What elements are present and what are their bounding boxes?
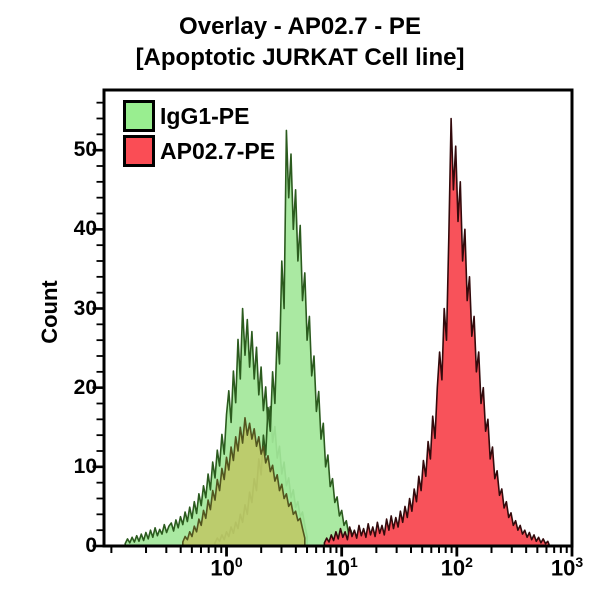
legend-item: IgG1-PE bbox=[123, 100, 275, 132]
x-tick-label: 100 bbox=[210, 554, 243, 581]
y-tick-label: 50 bbox=[73, 138, 97, 162]
y-tick-label: 40 bbox=[73, 217, 97, 241]
trace-ap027-positive-peak bbox=[323, 117, 550, 545]
plot-border bbox=[102, 88, 574, 548]
y-tick-label: 10 bbox=[73, 454, 97, 478]
legend-item: AP02.7-PE bbox=[123, 135, 275, 167]
legend-label: IgG1-PE bbox=[160, 103, 250, 129]
x-tick-label: 101 bbox=[325, 554, 358, 581]
y-tick-label: 30 bbox=[73, 296, 97, 320]
figure-title-line-2: [Apoptotic JURKAT Cell line] bbox=[135, 44, 465, 71]
x-tick-label: 103 bbox=[550, 554, 584, 581]
y-tick-label: 20 bbox=[73, 375, 97, 399]
trace-ap027-negative-overlap bbox=[182, 417, 306, 545]
y-tick-label: 0 bbox=[85, 534, 97, 557]
legend-swatch bbox=[123, 135, 155, 167]
legend-label: AP02.7-PE bbox=[160, 138, 276, 164]
x-tick-label: 102 bbox=[440, 554, 473, 581]
legend-swatch bbox=[123, 100, 155, 132]
legend: IgG1-PE AP02.7-PE bbox=[123, 100, 275, 170]
figure-title-line-1: Overlay - AP02.7 - PE bbox=[179, 13, 421, 40]
